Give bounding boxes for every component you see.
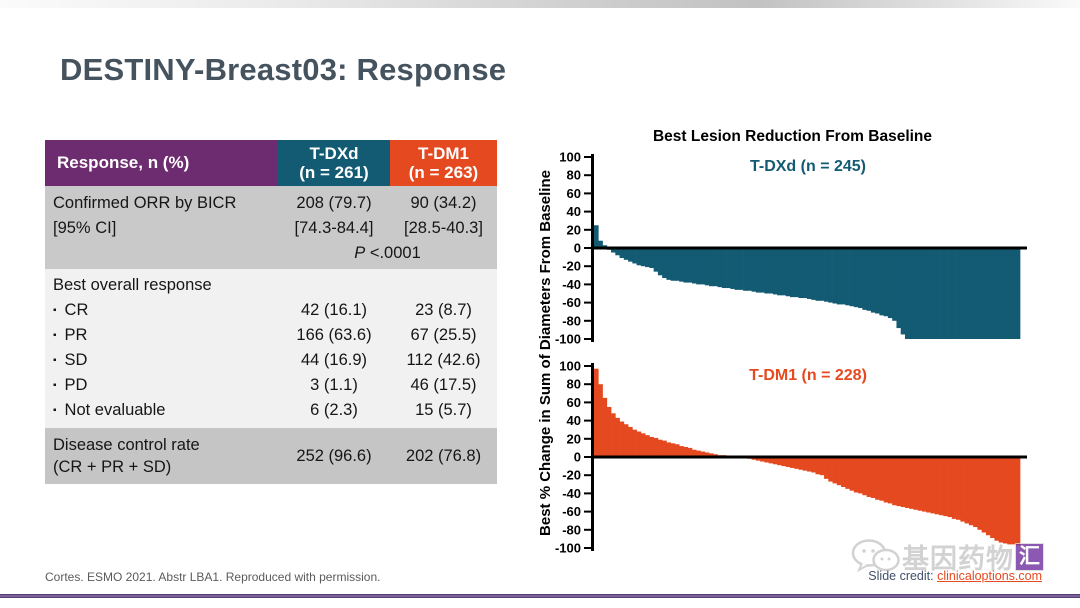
chart-title: Best Lesion Reduction From Baseline bbox=[652, 128, 933, 145]
svg-text:-100: -100 bbox=[555, 541, 581, 556]
bottom-accent-line bbox=[0, 594, 1080, 598]
response-table: Response, n (%) T-DXd (n = 261) T-DM1 (n… bbox=[45, 140, 497, 484]
svg-text:-80: -80 bbox=[562, 522, 581, 537]
table-row-section-header: Best overall response bbox=[45, 273, 497, 298]
svg-text:60: 60 bbox=[567, 186, 581, 201]
p-value-number: <.0001 bbox=[365, 244, 421, 262]
slide-credit-link[interactable]: clinicaloptions.com bbox=[937, 569, 1042, 583]
svg-text:40: 40 bbox=[567, 204, 581, 219]
row-value-empty bbox=[278, 273, 390, 298]
svg-text:40: 40 bbox=[567, 413, 581, 428]
svg-text:80: 80 bbox=[567, 168, 581, 183]
citation: Cortes. ESMO 2021. Abstr LBA1. Reproduce… bbox=[45, 570, 381, 584]
bullet-icon: ▪ bbox=[53, 330, 57, 341]
row-value-tdxd: 252 (96.6) bbox=[296, 447, 372, 465]
table-header-row: Response, n (%) T-DXd (n = 261) T-DM1 (n… bbox=[45, 140, 497, 186]
svg-text:-80: -80 bbox=[562, 313, 581, 328]
table-section-best-response: Best overall response ▪ CR 42 (16.1) 23 (… bbox=[45, 269, 497, 428]
row-label: ▪ PD bbox=[53, 376, 88, 394]
row-value-tdm1: 67 (25.5) bbox=[410, 326, 477, 344]
row-label: ▪ CR bbox=[53, 301, 89, 319]
bullet-icon: ▪ bbox=[53, 305, 57, 316]
svg-text:0: 0 bbox=[574, 241, 581, 256]
watermark-badge: 汇 bbox=[1015, 542, 1044, 571]
svg-text:80: 80 bbox=[567, 377, 581, 392]
row-value-empty bbox=[390, 273, 497, 298]
svg-text:-20: -20 bbox=[562, 468, 581, 483]
row-value-tdxd: 208 (79.7) bbox=[296, 194, 372, 212]
row-label: Disease control rate (CR + PR + SD) bbox=[53, 436, 200, 476]
svg-text:100: 100 bbox=[559, 150, 581, 165]
row-label-empty bbox=[45, 241, 278, 266]
tdm1-arm-n: (n = 263) bbox=[408, 163, 479, 182]
row-value-tdm1: 46 (17.5) bbox=[410, 376, 477, 394]
row-value-tdxd: [74.3-84.4] bbox=[294, 219, 374, 237]
svg-text:-40: -40 bbox=[562, 486, 581, 501]
watermark: 基因药物 汇 bbox=[850, 537, 1044, 576]
p-value: P <.0001 bbox=[278, 241, 497, 266]
row-label: ▪ Not evaluable bbox=[53, 401, 166, 419]
row-value-tdxd: 42 (16.1) bbox=[300, 301, 368, 319]
waterfall-chart-tdxd: 100 80 60 40 20 0 -20 -40 -60 -80 -100 T-DXd (n = 2… bbox=[555, 150, 1027, 347]
row-label: [95% CI] bbox=[53, 219, 117, 237]
tdxd-arm-n: (n = 261) bbox=[299, 163, 369, 182]
table-row: ▪ PD 3 (1.1) 46 (17.5) bbox=[45, 373, 497, 398]
svg-text:-60: -60 bbox=[562, 504, 581, 519]
table-row: ▪ Not evaluable 6 (2.3) 15 (5.7) bbox=[45, 398, 497, 423]
svg-text:-20: -20 bbox=[562, 259, 581, 274]
row-value-tdm1: 112 (42.6) bbox=[406, 351, 481, 369]
slide-credit-label: Slide credit: bbox=[868, 569, 938, 583]
table-row: ▪ SD 44 (16.9) 112 (42.6) bbox=[45, 348, 497, 373]
table-row-pvalue: P <.0001 bbox=[45, 241, 497, 266]
table-section-dcr: Disease control rate (CR + PR + SD) 252 … bbox=[45, 428, 497, 484]
table-row: Disease control rate (CR + PR + SD) 252 … bbox=[45, 434, 497, 478]
table-row: [95% CI] [74.3-84.4] [28.5-40.3] bbox=[45, 216, 497, 241]
section-header-label: Best overall response bbox=[53, 276, 212, 294]
row-value-tdm1: 202 (76.8) bbox=[405, 447, 482, 465]
page-title: DESTINY-Breast03: Response bbox=[60, 52, 507, 87]
slide-credit: Slide credit: clinicaloptions.com bbox=[868, 569, 1042, 583]
svg-text:-60: -60 bbox=[562, 295, 581, 310]
svg-text:20: 20 bbox=[567, 431, 581, 446]
row-value-tdm1: 90 (34.2) bbox=[410, 194, 477, 212]
bullet-icon: ▪ bbox=[53, 405, 57, 416]
waterfall-chart-tdm1: 100 80 60 40 20 0 -20 -40 -60 -80 -100 T-DM1 (n = 2… bbox=[555, 359, 1027, 556]
row-value-tdxd: 166 (63.6) bbox=[296, 326, 372, 344]
svg-text:T-DM1 (n = 228): T-DM1 (n = 228) bbox=[749, 367, 867, 384]
row-label: ▪ PR bbox=[53, 326, 88, 344]
p-symbol: P bbox=[354, 244, 366, 262]
svg-text:0: 0 bbox=[574, 450, 581, 465]
table-header-tdxd: T-DXd (n = 261) bbox=[278, 140, 390, 186]
wechat-icon bbox=[851, 538, 900, 572]
table-header-tdm1: T-DM1 (n = 263) bbox=[390, 140, 497, 186]
svg-text:60: 60 bbox=[567, 395, 581, 410]
svg-text:T-DXd (n = 245): T-DXd (n = 245) bbox=[750, 158, 866, 175]
row-value-tdm1: 15 (5.7) bbox=[415, 401, 472, 419]
svg-text:-40: -40 bbox=[562, 277, 581, 292]
svg-text:-100: -100 bbox=[555, 332, 581, 347]
row-value-tdm1: [28.5-40.3] bbox=[404, 219, 483, 237]
row-label: Confirmed ORR by BICR bbox=[53, 194, 237, 212]
table-row: ▪ PR 166 (63.6) 67 (25.5) bbox=[45, 323, 497, 348]
row-label: ▪ SD bbox=[53, 351, 88, 369]
row-value-tdxd: 44 (16.9) bbox=[300, 351, 368, 369]
watermark-text: 基因药物 bbox=[902, 544, 1014, 574]
bullet-icon: ▪ bbox=[53, 355, 57, 366]
row-value-tdxd: 3 (1.1) bbox=[310, 376, 358, 394]
table-header-response: Response, n (%) bbox=[45, 140, 278, 186]
row-value-tdm1: 23 (8.7) bbox=[415, 301, 472, 319]
table-row: Confirmed ORR by BICR 208 (79.7) 90 (34.… bbox=[45, 191, 497, 216]
table-row: ▪ CR 42 (16.1) 23 (8.7) bbox=[45, 298, 497, 323]
row-value-tdxd: 6 (2.3) bbox=[310, 401, 358, 419]
bullet-icon: ▪ bbox=[53, 380, 57, 391]
tdm1-arm-name: T-DM1 bbox=[418, 143, 469, 163]
tdxd-arm-name: T-DXd bbox=[309, 143, 359, 163]
table-section-orr: Confirmed ORR by BICR 208 (79.7) 90 (34.… bbox=[45, 186, 497, 269]
svg-text:100: 100 bbox=[559, 359, 581, 374]
top-gradient-strip bbox=[0, 0, 1080, 8]
svg-text:20: 20 bbox=[567, 222, 581, 237]
